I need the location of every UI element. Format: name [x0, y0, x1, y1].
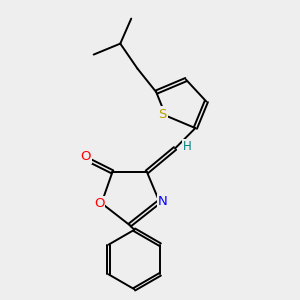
Text: O: O [81, 150, 91, 163]
Text: O: O [94, 197, 104, 210]
Text: N: N [158, 195, 167, 208]
Text: S: S [158, 107, 167, 121]
Text: H: H [182, 140, 191, 153]
